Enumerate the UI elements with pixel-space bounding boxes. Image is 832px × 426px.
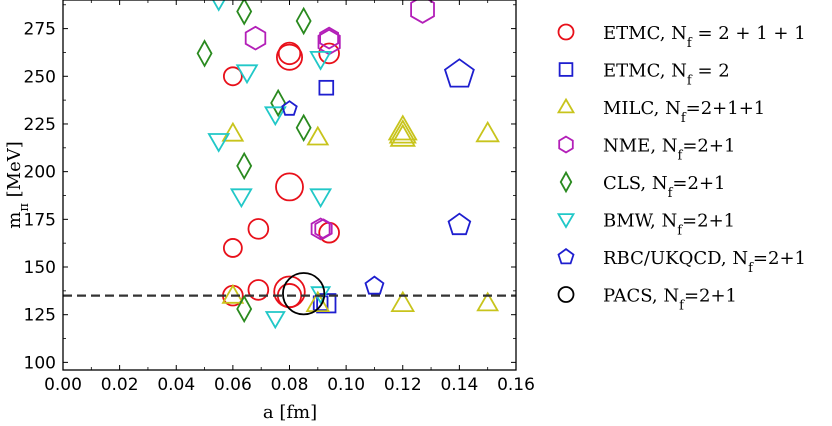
series-0 [222, 41, 340, 309]
data-point [475, 120, 500, 143]
data-point [317, 28, 341, 56]
series-6 [281, 58, 475, 295]
x-tick-label: 0.16 [497, 375, 535, 395]
data-point [244, 25, 267, 51]
data-point [207, 133, 231, 153]
y-tick-label: 225 [24, 115, 56, 135]
x-axis-label: a [fm] [263, 402, 317, 423]
data-point [364, 275, 385, 295]
y-tick-label: 100 [24, 353, 56, 373]
y-tick-label: 150 [24, 258, 56, 278]
x-tick-label: 0.06 [214, 375, 252, 395]
legend-label: MILC, Nf=2+1+1 [603, 98, 765, 126]
x-tick-label: 0.14 [440, 375, 478, 395]
legend-marker [558, 62, 574, 77]
legend-label: ETMC, Nf = 2 + 1 + 1 [603, 23, 806, 51]
series-5 [207, 0, 333, 330]
data-point [236, 294, 253, 324]
data-point [319, 26, 340, 50]
x-tick-label: 0.10 [327, 375, 365, 395]
data-point [309, 188, 333, 209]
data-point [390, 290, 416, 313]
data-point [211, 0, 226, 12]
data-point [236, 0, 253, 26]
series-3 [244, 0, 435, 241]
data-point [264, 311, 286, 330]
y-tick-label: 275 [24, 20, 56, 40]
data-point [275, 43, 303, 71]
y-tick-label: 175 [24, 210, 56, 230]
y-axis-label: mπ [MeV] [4, 141, 32, 228]
legend-marker [557, 286, 575, 303]
legend-label: RBC/UKQCD, Nf=2+1 [603, 248, 806, 276]
series-2 [221, 114, 500, 313]
data-point [387, 114, 418, 141]
data-point [277, 41, 302, 66]
x-tick-label: 0.02 [101, 375, 139, 395]
data-point [295, 6, 312, 36]
legend-marker [557, 23, 575, 41]
data-point [309, 51, 333, 71]
data-point [318, 42, 340, 65]
data-point [410, 0, 435, 24]
x-tick-label: 0.00 [44, 375, 82, 395]
data-point [388, 119, 417, 144]
y-tick-label: 200 [24, 163, 56, 183]
data-point [447, 212, 472, 236]
plot-area [63, 0, 516, 330]
data-point [275, 172, 304, 202]
legend-marker [558, 135, 574, 154]
data-point [389, 123, 416, 147]
axes: 0.00 0.02 0.04 0.06 0.08 0.10 0.12 0.14 0.16 100 1… [24, 0, 535, 395]
series-4 [196, 0, 312, 324]
legend-label: CLS, Nf=2+1 [603, 173, 726, 201]
data-point [247, 279, 270, 301]
data-point [295, 113, 312, 143]
plot-frame [62, 0, 517, 371]
legend-marker [556, 97, 576, 114]
data-point [282, 272, 326, 316]
data-point [443, 58, 475, 88]
data-point [236, 151, 253, 181]
legend-marker [557, 247, 575, 265]
legend-label: BMW, Nf=2+1 [603, 211, 735, 239]
y-tick-label: 250 [24, 67, 56, 87]
series-7 [282, 272, 326, 316]
data-point [196, 39, 213, 68]
data-point [247, 218, 270, 240]
legend-marker [556, 213, 576, 229]
data-point [263, 106, 287, 127]
data-point [281, 100, 298, 116]
y-tick-label: 125 [24, 306, 56, 326]
legend-label: ETMC, Nf = 2 [603, 61, 730, 89]
data-point [235, 64, 259, 85]
legend-label: NME, Nf=2+1 [603, 136, 735, 164]
data-point [273, 275, 306, 309]
data-point [306, 125, 330, 146]
data-point [221, 121, 245, 142]
data-point [318, 79, 335, 96]
data-point [222, 238, 243, 258]
x-tick-label: 0.12 [384, 375, 422, 395]
data-point [270, 88, 287, 118]
data-point [222, 66, 243, 87]
data-point [314, 218, 333, 240]
x-tick-label: 0.04 [157, 375, 195, 395]
x-tick-label: 0.08 [271, 375, 309, 395]
legend: ETMC, Nf = 2 + 1 + 1 ETMC, Nf = 2 MILC, Nf… [556, 23, 806, 314]
data-point [221, 283, 245, 304]
data-point [476, 291, 500, 312]
legend-label: PACS, Nf=2+1 [603, 286, 737, 314]
legend-marker [559, 170, 573, 194]
data-point [229, 188, 253, 209]
